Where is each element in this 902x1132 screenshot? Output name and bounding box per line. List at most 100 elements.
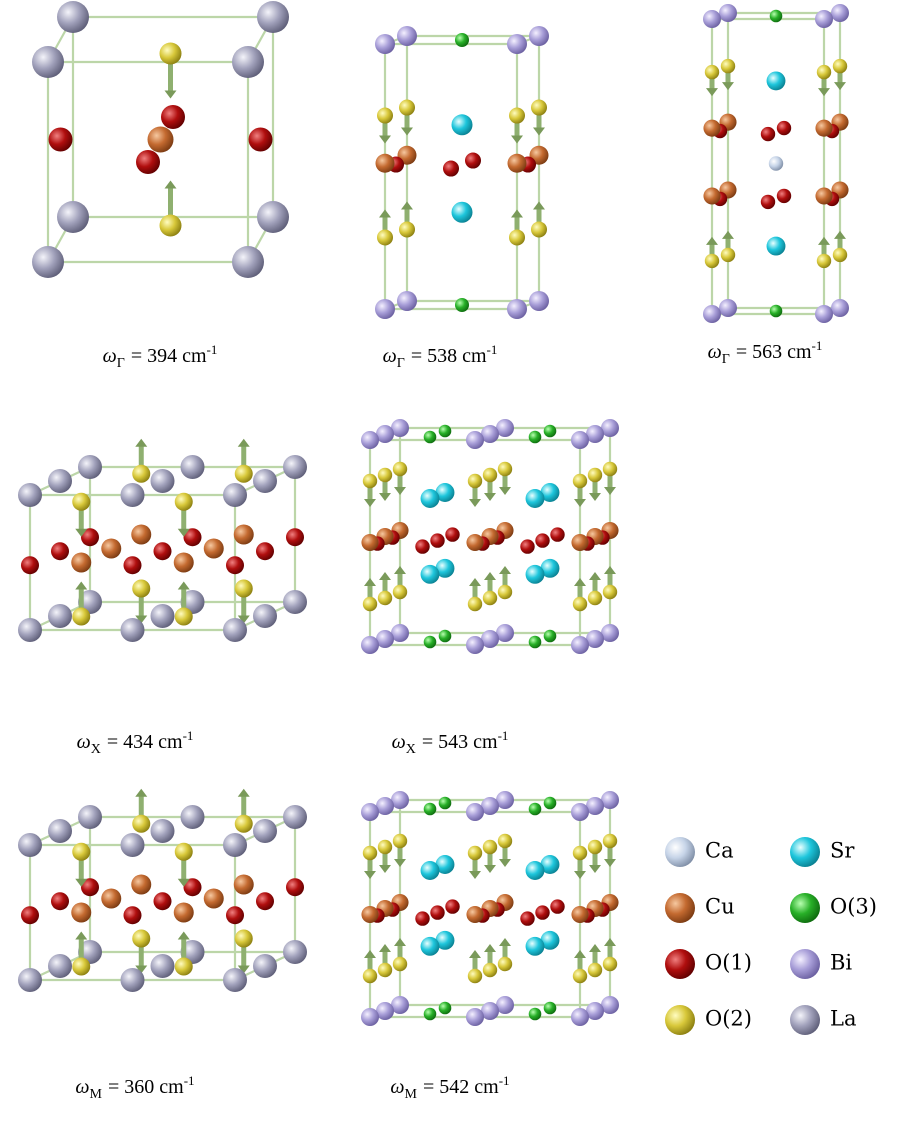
atom [507,299,527,319]
legend-swatch [665,837,695,867]
atom [131,874,152,895]
legend: Ca Sr Cu O(3) O(1) Bi O(2) La [665,837,877,1035]
atom [703,119,721,137]
atom [120,833,145,857]
atom [572,968,588,984]
atom [397,26,417,46]
atom [466,431,484,449]
atom [507,153,527,173]
atom [423,635,437,649]
atom [253,469,277,493]
atom [540,558,560,578]
arrow-head [394,859,406,867]
caption: ωX = 543 cm-1 [392,728,509,757]
omega-symbol: ω [77,731,91,753]
atom [435,855,455,874]
arrow-head [75,878,88,887]
atom [466,1008,484,1026]
atom [32,46,64,78]
legend-swatch [790,837,820,867]
atom [435,930,455,950]
arrow-head [574,871,586,879]
crystal-cell [375,26,549,319]
atom [496,624,514,642]
atom [248,127,273,152]
atom [48,954,72,978]
atom [150,954,175,978]
crystal-cell [18,788,307,992]
atom [586,797,604,815]
atom [438,424,452,438]
atom [719,299,737,317]
atom [535,905,550,920]
atom [362,596,378,612]
atom [174,842,193,861]
arrow-head [164,90,177,99]
arrow-head [484,572,496,580]
atom [18,483,42,507]
omega-symbol: ω [708,341,722,363]
legend-swatch [665,1005,695,1035]
arrow-head [379,209,391,218]
atom [159,42,182,65]
arrow-head [589,944,601,952]
atom [467,968,483,984]
atom [362,968,378,984]
atom [720,247,736,263]
atom [257,1,289,33]
arrow-head [177,878,190,887]
frequency: = 394 cm [131,345,207,367]
atom [543,629,557,643]
arrow-head [379,865,391,873]
atom [18,618,42,642]
atom [183,878,202,897]
atom [150,819,175,843]
atom [430,533,445,548]
atom [226,556,244,575]
atom [72,607,91,626]
arrow-head [574,499,586,507]
atom [586,630,604,648]
arrow-head [394,938,406,946]
atom [101,888,122,909]
arrow-head [177,528,190,537]
atom [48,127,73,152]
atom [21,906,39,925]
atom [481,797,499,815]
atom [153,892,172,911]
arrow-head [364,499,376,507]
atom [123,556,142,575]
omega-symbol: ω [383,345,397,367]
unit-superscript: -1 [498,728,509,743]
atom [72,492,91,511]
atom [540,483,560,502]
atom [572,473,588,489]
atom [760,194,776,210]
arrow-head [75,528,88,537]
arrow-head [484,493,496,501]
atom [101,538,122,559]
arrow-head [364,950,376,958]
arrow-head [722,230,734,239]
atom [831,4,849,22]
atom [361,1008,379,1026]
arrow-head [469,578,481,586]
atom [78,805,102,829]
atom [465,152,481,169]
atom [550,527,565,542]
atom [720,58,736,74]
atom [153,542,172,561]
atom [832,247,848,263]
arrow-head [533,201,545,210]
atom [571,1008,589,1026]
atom [481,630,499,648]
atom [481,1002,499,1020]
atom [132,929,151,948]
atom [816,64,832,80]
atom [136,150,160,174]
arrow-head [164,180,177,189]
atom [361,431,379,449]
mode-subscript: Γ [117,356,125,371]
arrow-head [499,938,511,946]
